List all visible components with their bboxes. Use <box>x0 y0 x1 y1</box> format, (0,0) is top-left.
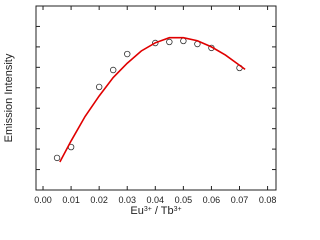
data-point <box>166 38 173 46</box>
x-tick-label: 0.06 <box>203 195 221 205</box>
x-tick-label: 0.02 <box>90 195 108 205</box>
chart: Emission Intensity Eu3+ / Tb3+ 0.00 0.01 0… <box>3 5 277 217</box>
x-axis-label: Eu3+ / Tb3+ <box>130 205 181 217</box>
data-point <box>152 39 159 47</box>
plot-frame <box>35 5 277 191</box>
superscript: 3+ <box>144 206 152 213</box>
x-tick-label: 0.00 <box>34 195 52 205</box>
data-point <box>124 50 131 58</box>
x-tick-label: 0.03 <box>118 195 136 205</box>
x-tick-label: 0.01 <box>62 195 80 205</box>
x-tick-label: 0.05 <box>175 195 193 205</box>
data-point <box>95 83 103 91</box>
y-axis-label: Emission Intensity <box>3 53 15 142</box>
fit-line <box>59 36 246 163</box>
label-part: / Tb <box>152 205 174 217</box>
x-tick-label: 0.07 <box>231 195 249 205</box>
x-tick-label: 0.08 <box>259 195 277 205</box>
data-point <box>109 66 117 74</box>
x-tick-label: 0.04 <box>147 195 165 205</box>
label-part: Eu <box>130 205 143 217</box>
data-point <box>53 154 61 162</box>
superscript: 3+ <box>174 206 182 213</box>
data-point <box>180 37 187 45</box>
